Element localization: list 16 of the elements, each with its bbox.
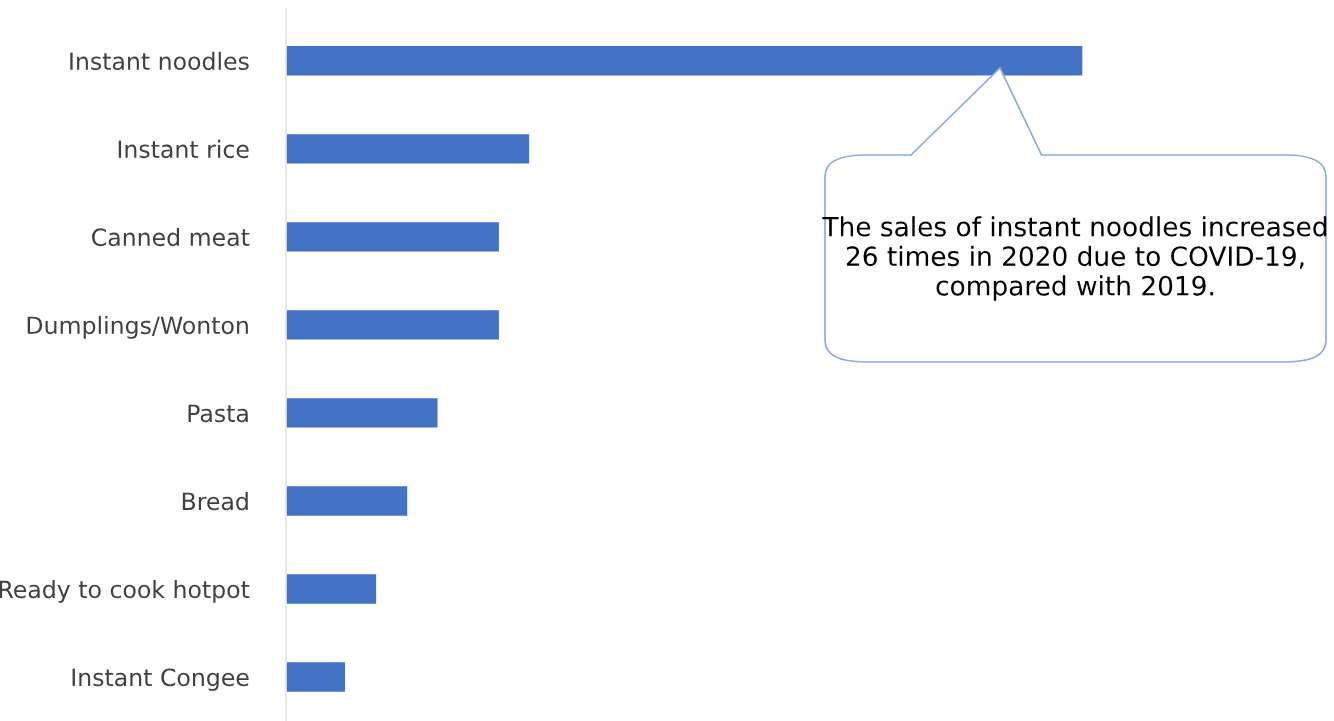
- bar: [286, 308, 501, 341]
- bar: [286, 220, 501, 253]
- y-tick-label: Bread: [182, 491, 248, 511]
- bar: [286, 396, 439, 430]
- y-tick-label: Dumplings/Wonton: [27, 315, 248, 339]
- y-tick-label: Instant Congee: [72, 668, 249, 691]
- y-tick-label: Pasta: [188, 404, 248, 423]
- bar: [286, 660, 347, 694]
- y-tick-label: Canned meat: [92, 227, 250, 247]
- bar: [286, 572, 378, 606]
- y-tick-label: Ready to cook hotpot: [0, 579, 250, 603]
- bar: [286, 484, 409, 518]
- annotation: The sales of instant noodles increased 26 times in 2020 due to COVID-19, compared with 2019.: [822, 216, 1327, 301]
- y-tick-label: Instant noodles: [70, 51, 249, 71]
- y-tick-label: Instant rice: [118, 139, 249, 159]
- bar: [286, 132, 531, 165]
